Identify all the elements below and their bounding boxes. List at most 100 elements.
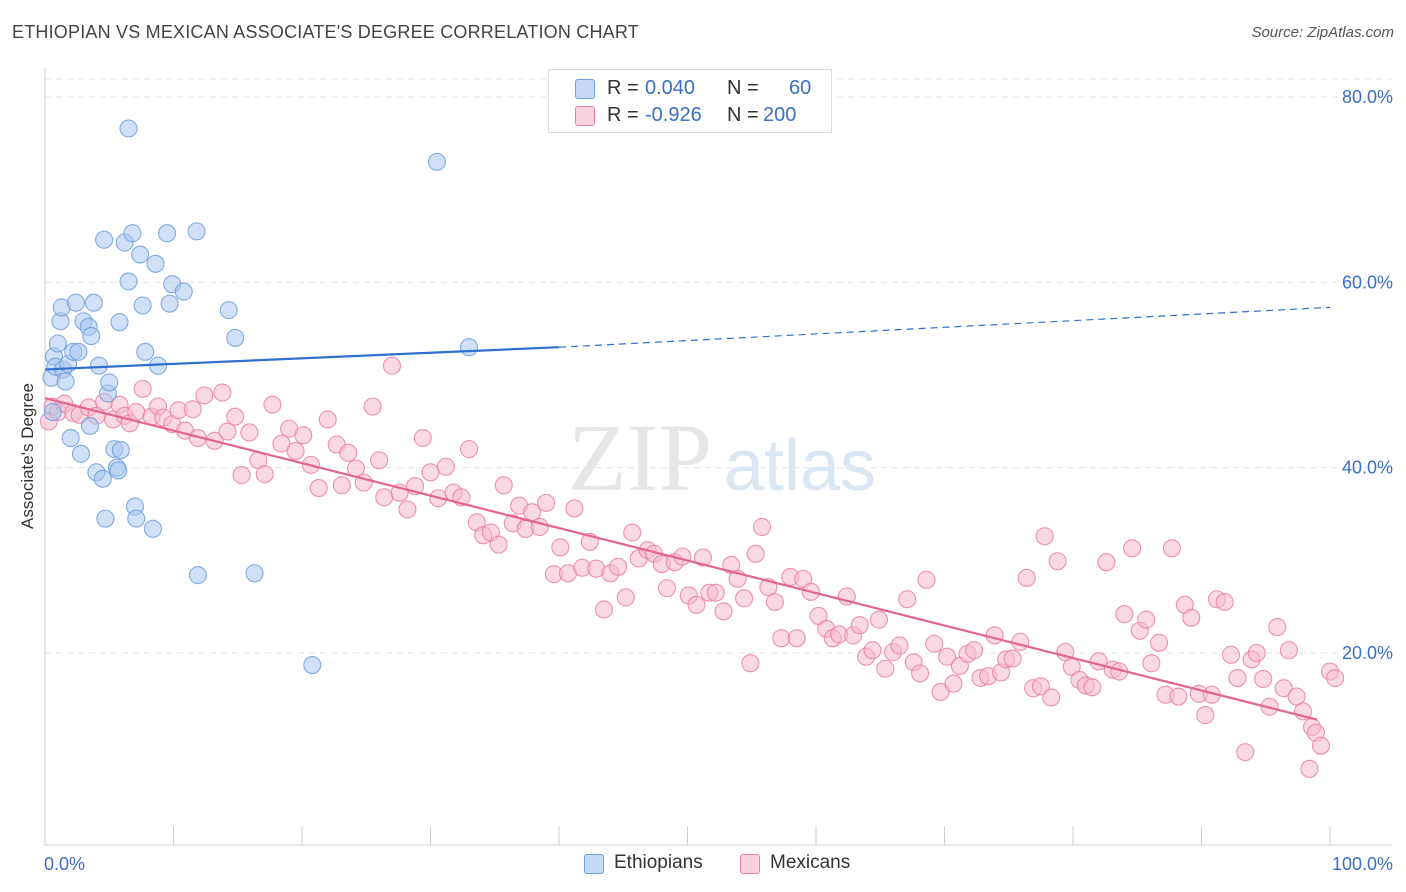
mexicans-point-23 bbox=[195, 386, 214, 405]
mexicans-point-182 bbox=[1300, 759, 1319, 778]
mexicans-point-158 bbox=[1142, 654, 1161, 673]
mexicans-point-98 bbox=[741, 654, 760, 673]
mexicans-point-88 bbox=[673, 547, 692, 566]
mexicans-point-14 bbox=[133, 379, 152, 398]
mexicans-point-154 bbox=[1115, 605, 1134, 624]
ethiopians-point-47 bbox=[174, 282, 193, 301]
mexicans-point-36 bbox=[294, 426, 313, 445]
ethiopians-point-35 bbox=[123, 224, 142, 243]
legend-label: Mexicans bbox=[770, 852, 851, 873]
mexicans-point-121 bbox=[898, 590, 917, 609]
y-tick-label-40: 40.0% bbox=[1342, 458, 1393, 478]
ethiopians-point-33 bbox=[119, 119, 138, 138]
mexicans-point-117 bbox=[869, 610, 889, 629]
mexicans-point-62 bbox=[489, 535, 508, 554]
n-value: 200 bbox=[763, 104, 797, 126]
mexicans-point-73 bbox=[565, 499, 584, 518]
mexicans-point-161 bbox=[1162, 539, 1181, 558]
ethiopians-point-24 bbox=[95, 230, 114, 249]
ethiopians-point-51 bbox=[226, 328, 245, 347]
ethiopians-trend-extension bbox=[558, 306, 1331, 348]
mexicans-point-58 bbox=[459, 440, 479, 459]
mexicans-point-134 bbox=[985, 626, 1004, 645]
mexicans-point-116 bbox=[863, 641, 882, 660]
mexicans-point-128 bbox=[944, 674, 963, 693]
mexicans-point-172 bbox=[1236, 743, 1255, 762]
mexicans-point-187 bbox=[1326, 668, 1345, 688]
mexicans-point-42 bbox=[339, 443, 358, 462]
mexicans-point-99 bbox=[746, 544, 765, 563]
watermark: ZIP atlas bbox=[568, 404, 876, 511]
stats-legend: R = 0.040 N = 60 R = -0.926 N = 200 bbox=[548, 69, 832, 133]
mexicans-point-32 bbox=[263, 395, 282, 414]
r-value: 0.040 bbox=[645, 77, 696, 99]
mexicans-point-185 bbox=[1311, 736, 1331, 755]
ethiopians-point-50 bbox=[219, 301, 238, 320]
ethiopians-point-30 bbox=[111, 441, 130, 460]
tick-labels: 20.0% 40.0% 60.0% 80.0% 0.0% 100.0% bbox=[44, 87, 1393, 874]
mexicans-point-174 bbox=[1247, 643, 1266, 663]
n-label: N = bbox=[727, 104, 759, 126]
mexicans-point-159 bbox=[1150, 633, 1169, 652]
legend-row-mexicans: R = -0.926 N = 200 bbox=[549, 102, 831, 128]
mexicans-point-33 bbox=[272, 434, 291, 453]
mexicans-point-127 bbox=[938, 647, 957, 666]
trend-lines bbox=[44, 306, 1331, 721]
mexicans-point-166 bbox=[1196, 706, 1215, 725]
n-value: 60 bbox=[789, 77, 812, 99]
mexicans-swatch bbox=[740, 854, 760, 874]
ethiopians-trend-line bbox=[44, 346, 560, 371]
mexicans-point-114 bbox=[850, 616, 869, 635]
ethiopians-point-29 bbox=[109, 461, 128, 480]
ethiopians-point-4 bbox=[48, 334, 67, 353]
mexicans-point-175 bbox=[1254, 669, 1273, 688]
source-label: Source: ZipAtlas.com bbox=[1251, 24, 1394, 41]
mexicans-point-52 bbox=[413, 428, 432, 448]
ethiopians-point-42 bbox=[146, 254, 165, 273]
mexicans-point-178 bbox=[1274, 679, 1293, 698]
watermark-zip: ZIP bbox=[568, 404, 712, 511]
ethiopians-point-17 bbox=[80, 416, 100, 436]
r-label: R = bbox=[607, 104, 639, 126]
y-tick-label-20: 20.0% bbox=[1342, 643, 1393, 663]
mexicans-point-13 bbox=[127, 403, 146, 422]
mexicans-point-124 bbox=[917, 570, 936, 589]
mexicans-point-102 bbox=[765, 592, 784, 612]
mexicans-point-142 bbox=[1035, 527, 1054, 546]
mexicans-point-143 bbox=[1042, 688, 1061, 707]
ethiopians-point-8 bbox=[56, 372, 75, 391]
mexicans-point-118 bbox=[876, 659, 895, 678]
mexicans-point-100 bbox=[752, 517, 772, 537]
ethiopians-swatch bbox=[584, 854, 604, 874]
mexicans-point-138 bbox=[1011, 632, 1030, 651]
ethiopians-point-45 bbox=[160, 294, 179, 313]
ethiopians-point-12 bbox=[66, 293, 85, 312]
mexicans-point-55 bbox=[436, 457, 455, 476]
mexicans-point-63 bbox=[494, 476, 513, 495]
mexicans-point-50 bbox=[398, 500, 417, 519]
mexicans-point-157 bbox=[1137, 610, 1156, 629]
mexicans-point-47 bbox=[375, 488, 394, 507]
mexicans-point-123 bbox=[911, 664, 930, 683]
ethiopians-point-41 bbox=[143, 519, 162, 538]
mexicans-point-80 bbox=[616, 588, 635, 607]
ethiopians-point-38 bbox=[131, 245, 150, 264]
ethiopians-points bbox=[42, 119, 479, 675]
mexicans-point-169 bbox=[1215, 592, 1234, 612]
ethiopians-point-40 bbox=[136, 342, 155, 361]
mexicans-point-131 bbox=[965, 641, 984, 660]
mexicans-point-46 bbox=[370, 451, 389, 470]
mexicans-point-35 bbox=[286, 441, 305, 461]
mexicans-point-69 bbox=[537, 493, 556, 512]
mexicans-point-139 bbox=[1017, 568, 1036, 587]
mexicans-point-27 bbox=[226, 407, 245, 426]
mexicans-point-126 bbox=[931, 682, 950, 701]
mexicans-point-120 bbox=[890, 636, 909, 655]
mexicans-point-94 bbox=[714, 602, 733, 621]
mexicans-point-125 bbox=[925, 634, 944, 653]
mexicans-point-170 bbox=[1222, 645, 1241, 664]
mexicans-point-162 bbox=[1169, 687, 1188, 706]
mexicans-point-45 bbox=[363, 397, 382, 416]
grid bbox=[45, 78, 1392, 654]
r-label: R = bbox=[607, 77, 639, 99]
